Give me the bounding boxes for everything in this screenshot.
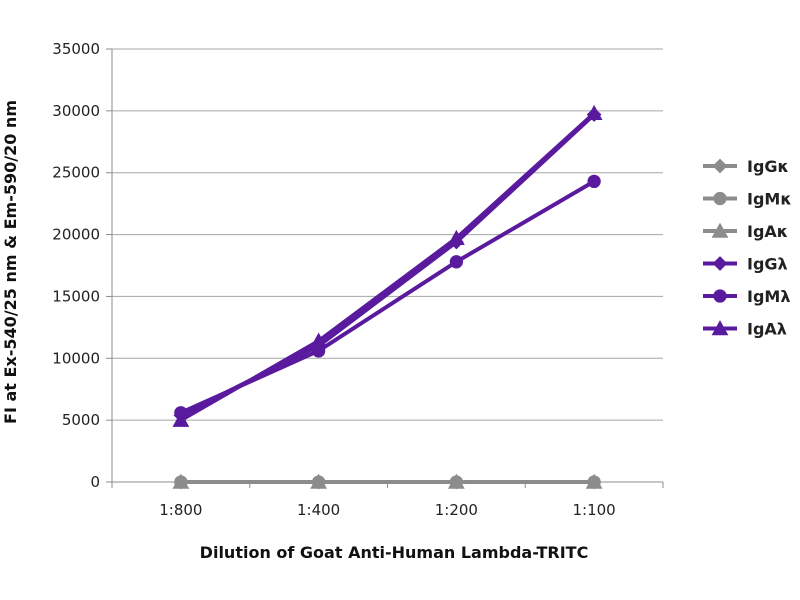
y-axis-title: FI at Ex-540/25 nm & Em-590/20 nm (1, 100, 20, 424)
x-tick-label: 1:100 (573, 501, 616, 519)
y-tick-label: 10000 (52, 349, 100, 367)
series-5 (172, 104, 603, 427)
x-axis-title: Dilution of Goat Anti-Human Lambda-TRITC (200, 543, 589, 562)
legend-item: IgAκ (703, 222, 788, 241)
y-tick-label: 15000 (52, 287, 100, 305)
legend-item: IgGλ (703, 255, 788, 274)
legend-item: IgMκ (703, 190, 792, 209)
legend-label: IgGλ (747, 255, 788, 274)
y-tick-label: 0 (90, 473, 100, 491)
legend-marker (713, 289, 727, 303)
x-tick-label: 1:200 (435, 501, 478, 519)
gridlines (112, 48, 663, 421)
data-point (447, 473, 465, 489)
data-point (587, 174, 601, 189)
legend-item: IgGκ (703, 157, 789, 176)
legend-label: IgMλ (747, 287, 790, 306)
legend: IgGκ IgMκ IgAκ IgGλ IgMλ IgAλ (703, 157, 792, 339)
legend-marker (712, 158, 728, 174)
legend-marker (711, 320, 729, 336)
legend-marker (712, 256, 728, 271)
data-point (585, 473, 603, 489)
legend-label: IgAκ (747, 222, 788, 241)
x-tick-label: 1:800 (159, 501, 202, 519)
y-tick-label: 35000 (52, 40, 100, 58)
data-point (585, 104, 603, 121)
data-point (447, 229, 465, 246)
legend-label: IgGκ (747, 157, 789, 176)
data-point (449, 255, 464, 269)
legend-marker (711, 222, 729, 238)
series-line (178, 112, 597, 418)
data-point (172, 411, 190, 427)
y-tick-label: 25000 (52, 164, 100, 182)
y-tick-label: 20000 (52, 226, 100, 244)
series-lines (172, 104, 603, 490)
series-3 (173, 107, 602, 423)
y-tick-label: 30000 (52, 102, 100, 120)
series-line (178, 111, 597, 423)
data-point (310, 332, 328, 348)
legend-item: IgAλ (703, 320, 787, 339)
axes (106, 48, 664, 488)
y-tick-label: 5000 (62, 411, 100, 429)
series-2 (172, 473, 603, 489)
data-point (310, 473, 328, 489)
legend-item: IgMλ (703, 287, 790, 306)
x-tick-labels: 1:800 1:400 1:200 1:100 (159, 501, 615, 519)
legend-marker (713, 191, 727, 206)
y-tick-labels: 0 5000 10000 15000 20000 25000 30000 35000 (52, 40, 100, 491)
series-line (178, 179, 597, 415)
x-tick-label: 1:400 (297, 501, 340, 519)
legend-label: IgAλ (747, 320, 787, 339)
series-4 (174, 174, 601, 420)
data-point (172, 473, 190, 489)
legend-label: IgMκ (747, 190, 792, 209)
